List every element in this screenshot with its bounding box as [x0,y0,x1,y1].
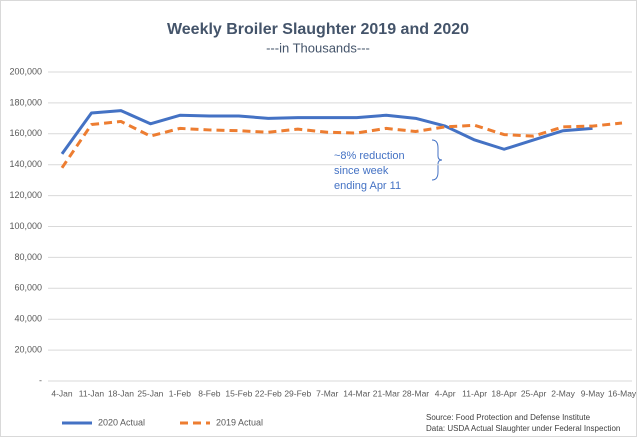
x-tick-label: 22-Feb [255,388,282,398]
annotation: ~8% reduction [334,150,405,162]
x-tick-label: 16-May [608,388,637,398]
data-line [60,119,623,169]
annotation: ending Apr 11 [334,180,401,192]
annotation-brace [431,139,443,181]
source: Data: USDA Actual Slaughter under Federa… [426,424,620,433]
y-tick-label: 40,000 [14,314,42,324]
y-tick-label: 200,000 [9,66,42,76]
source: Source: Food Protection and Defense Inst… [426,413,591,422]
x-tick-label: 21-Mar [373,388,400,398]
x-tick-label: 1-Feb [169,388,191,398]
x-tick-label: 28-Mar [402,388,429,398]
x-tick-label: 9-May [581,388,605,398]
legend-label: 2020 Actual [98,417,145,427]
x-tick-label: 11-Apr [462,388,487,398]
y-tick-label: - [39,375,42,385]
annotation: since week [334,165,389,177]
y-tick-label: 20,000 [14,344,42,354]
x-tick-label: 29-Feb [284,388,311,398]
y-tick-label: 80,000 [14,252,42,262]
x-tick-label: 18-Apr [491,388,517,398]
x-tick-label: 4-Apr [435,388,456,398]
data-line [60,109,593,155]
y-tick-label: 100,000 [9,221,42,231]
y-tick-label: 60,000 [14,283,42,293]
x-tick-label: 8-Feb [198,388,220,398]
x-tick-label: 11-Jan [79,388,105,398]
x-tick-label: 14-Mar [343,388,370,398]
legend-label: 2019 Actual [216,417,263,427]
x-tick-label: 25-Apr [521,388,547,398]
x-tick-label: 4-Jan [51,388,73,398]
y-tick-label: 180,000 [9,97,42,107]
y-tick-label: 140,000 [9,159,42,169]
x-tick-label: 25-Jan [137,388,163,398]
chart-subtitle: ---in Thousands--- [266,40,370,55]
x-tick-label: 18-Jan [108,388,134,398]
x-tick-label: 7-Mar [316,388,338,398]
y-tick-label: 160,000 [9,128,42,138]
y-tick-label: 120,000 [9,190,42,200]
chart-title: Weekly Broiler Slaughter 2019 and 2020 [167,21,469,38]
x-tick-label: 2-May [551,388,575,398]
x-tick-label: 15-Feb [225,388,252,398]
